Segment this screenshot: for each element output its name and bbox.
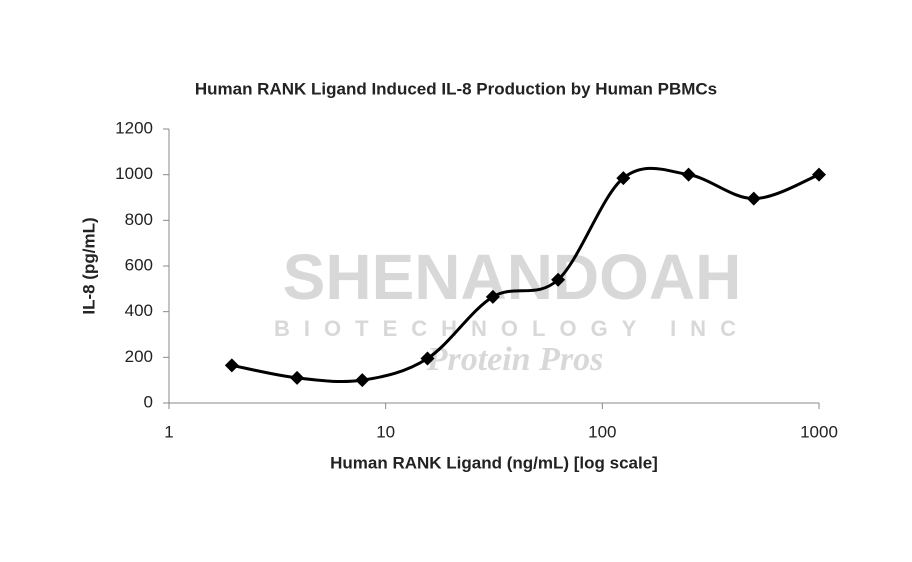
data-point [681,167,696,182]
chart-title: Human RANK Ligand Induced IL-8 Productio… [195,79,717,98]
x-tick-label: 1 [164,422,173,441]
data-point [616,171,631,186]
y-tick-label: 1200 [115,118,153,137]
watermark: Protein Pros [426,341,604,378]
x-axis-title: Human RANK Ligand (ng/mL) [log scale] [330,453,658,472]
data-point [355,373,370,388]
y-tick-label: 200 [125,347,153,366]
data-point [290,370,305,385]
data-point [812,167,826,182]
data-point [551,272,566,287]
x-tick-label: 100 [588,422,616,441]
data-line [231,166,820,384]
y-tick-label: 1000 [115,164,153,183]
y-tick-label: 600 [125,255,153,274]
y-tick-label: 0 [144,392,153,411]
y-tick-label: 400 [125,301,153,320]
x-tick-label: 10 [376,422,395,441]
data-point [746,191,761,206]
watermark: BIOTECHNOLOGY INC [274,316,750,341]
y-axis-title: IL-8 (pg/mL) [79,217,98,314]
data-point [420,351,435,366]
x-tick-label: 1000 [800,422,838,441]
data-point [224,358,239,373]
watermark: SHENANDOAH [283,241,742,313]
y-tick-label: 800 [125,210,153,229]
data-point [485,289,500,304]
